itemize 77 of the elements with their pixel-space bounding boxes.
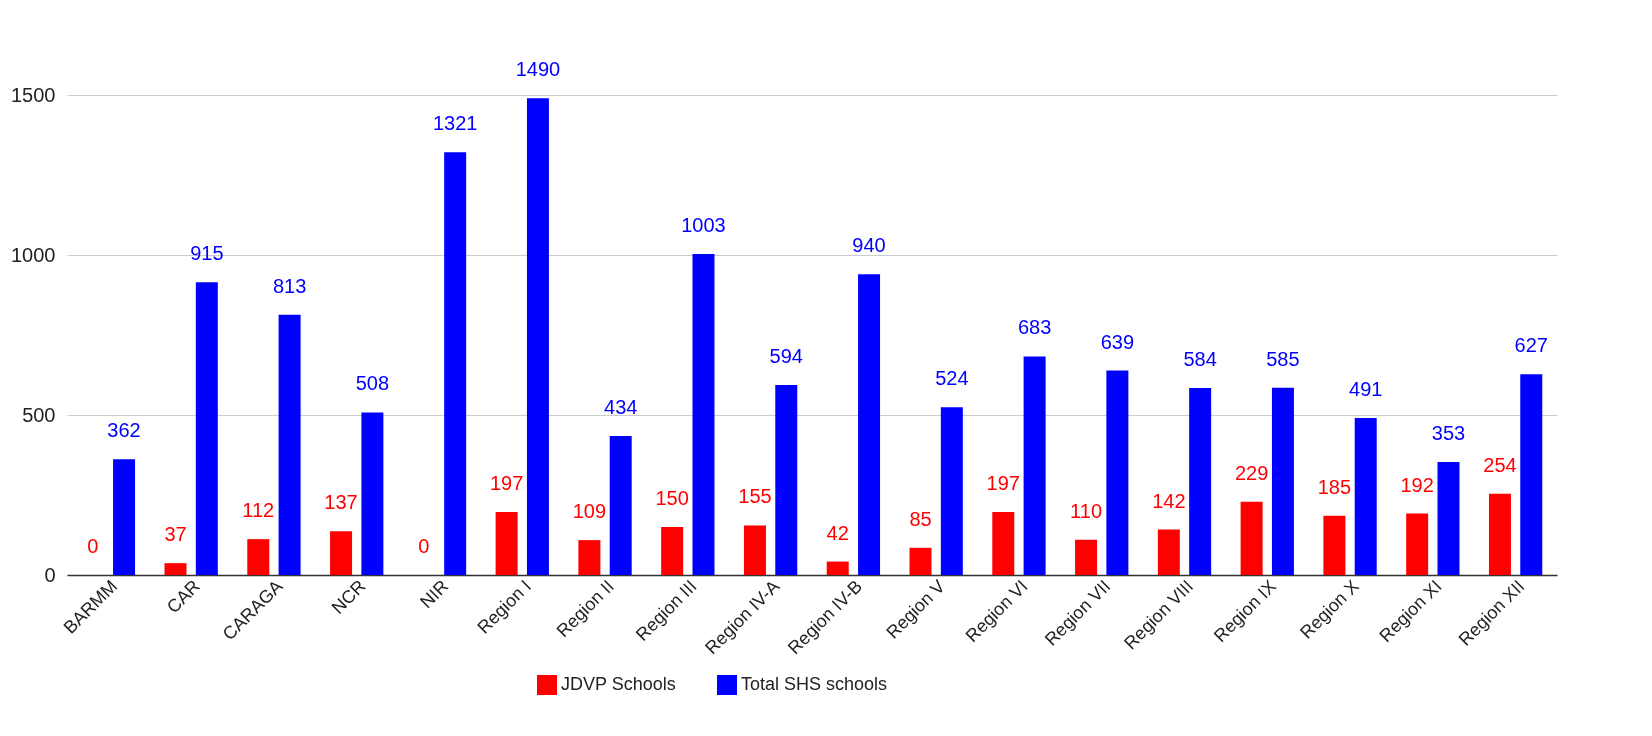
data-label: 254: [1483, 453, 1517, 476]
data-label: 192: [1400, 473, 1434, 496]
data-label: 524: [935, 367, 969, 390]
data-label: 434: [604, 396, 638, 419]
y-tick-label: 0: [44, 563, 56, 586]
data-label: 197: [986, 471, 1020, 494]
bar: [743, 525, 766, 575]
data-label: 940: [852, 234, 886, 257]
bar: [692, 254, 715, 575]
bar: [1406, 513, 1429, 575]
data-label: 112: [242, 499, 275, 522]
data-label: 42: [826, 521, 849, 544]
data-label: 639: [1100, 330, 1135, 353]
legend-label: Total SHS schools: [741, 674, 888, 694]
y-tick-label: 1000: [11, 243, 56, 266]
bar: [1240, 501, 1263, 575]
bar: [909, 547, 932, 575]
data-label: 1490: [515, 58, 561, 81]
y-tick-label: 500: [22, 403, 56, 426]
data-label: 353: [1431, 422, 1466, 445]
bar: [858, 274, 881, 575]
data-label: 1003: [681, 214, 726, 237]
bar: [1106, 370, 1129, 575]
data-label: 627: [1514, 334, 1548, 357]
bar: [1520, 374, 1543, 575]
bar: [495, 511, 518, 575]
bar: [164, 563, 187, 575]
data-label: 362: [107, 419, 141, 442]
data-label: 109: [572, 500, 607, 523]
bar: [1075, 539, 1098, 575]
bar: [1271, 387, 1294, 575]
bar: [578, 540, 601, 575]
bar: [247, 539, 270, 575]
bar: [992, 511, 1015, 575]
bar: [1354, 417, 1377, 575]
data-label: 508: [355, 372, 390, 395]
data-label: 142: [1152, 489, 1186, 512]
y-tick-label: 1500: [11, 83, 56, 106]
bar: [609, 436, 632, 575]
data-label: 683: [1017, 316, 1052, 339]
data-label: 37: [164, 523, 187, 546]
data-label: 915: [190, 242, 224, 265]
bar: [826, 561, 849, 575]
data-label: 85: [909, 507, 932, 530]
data-label: 585: [1266, 347, 1300, 370]
bar: [940, 407, 963, 575]
bar: [278, 314, 301, 575]
bar: [1437, 462, 1460, 575]
data-label: 0: [87, 535, 99, 557]
data-label: 137: [324, 491, 358, 514]
bar: [775, 384, 798, 575]
bar: [195, 282, 218, 575]
data-label: 813: [272, 274, 307, 297]
bar: [330, 531, 353, 575]
data-label: 491: [1349, 377, 1383, 400]
data-label: 185: [1317, 475, 1352, 498]
bar: [1023, 356, 1046, 575]
data-label: 594: [769, 344, 803, 367]
bar: [661, 527, 684, 575]
bar: [113, 459, 136, 575]
x-tick-label: NIR: [416, 576, 453, 613]
data-label: 155: [738, 485, 772, 508]
data-label: 229: [1234, 461, 1269, 484]
bar: [444, 152, 467, 575]
bar: [1189, 388, 1212, 575]
data-label: 197: [489, 471, 524, 494]
bar: [1157, 529, 1180, 575]
legend-label: JDVP Schools: [561, 674, 676, 694]
data-label: 584: [1183, 348, 1217, 371]
bar: [1323, 515, 1346, 575]
data-label: 150: [655, 487, 689, 509]
data-label: 110: [1070, 499, 1103, 522]
bar: [526, 98, 549, 575]
bar: [361, 412, 384, 575]
data-label: 1321: [432, 112, 478, 135]
data-label: 0: [418, 535, 430, 557]
bar: [1488, 493, 1511, 575]
